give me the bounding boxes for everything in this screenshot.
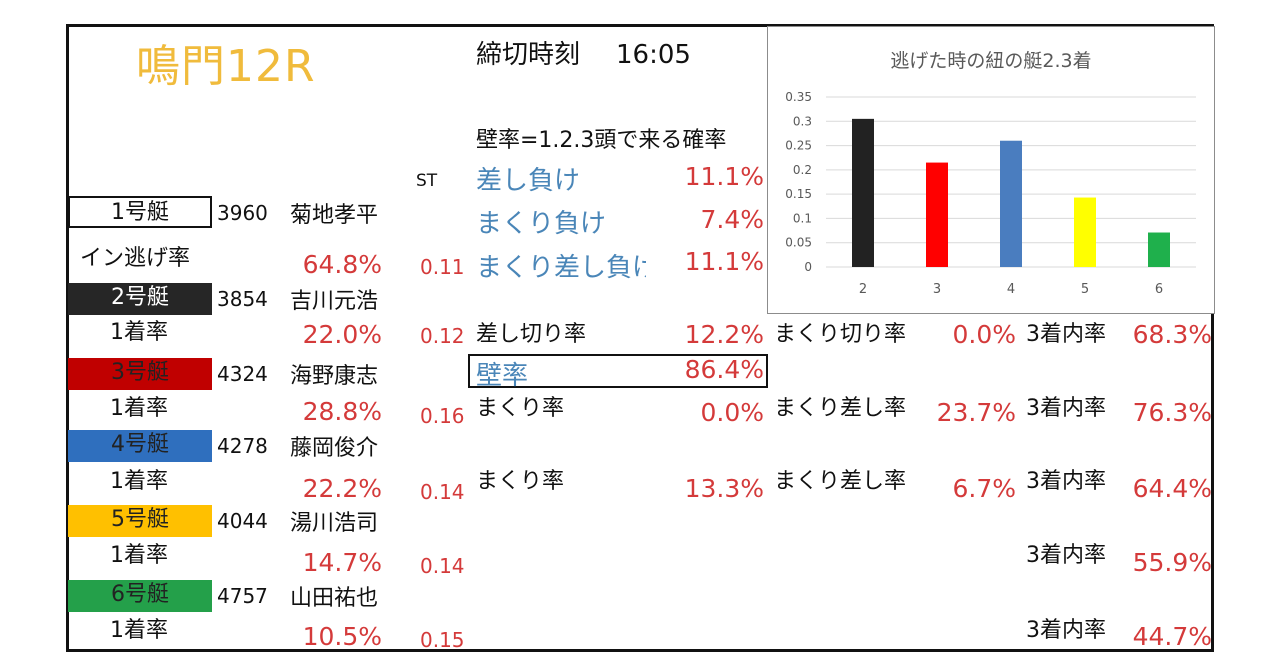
boat-4-c2-label: まくり差し率 [774, 469, 907, 494]
boat-5-c3-label: 3着内率 [1026, 543, 1106, 568]
boat-3-c1-value: 0.0% [700, 398, 764, 427]
boat-2-c2-label: まくり切り率 [774, 322, 907, 347]
boat-6-name: 山田祐也 [290, 586, 379, 611]
boat-4-rate: 22.2% [302, 474, 382, 503]
boat-6-c3-value: 44.7% [1132, 622, 1212, 651]
boat-3-badge: 3号艇 [68, 358, 212, 390]
boat-4-reg: 4278 [217, 434, 268, 458]
boat-6-rate-label: 1着率 [110, 618, 168, 643]
boat-3-c1-label: まくり率 [476, 396, 565, 421]
wall-stat-label: 差し負け [476, 166, 581, 196]
boat-6-rate: 10.5% [302, 622, 382, 651]
boat-2-rate: 22.0% [302, 320, 382, 349]
boat-4-c3-value: 64.4% [1132, 474, 1212, 503]
boat-1-st: 0.11 [420, 255, 465, 279]
chart-title: 逃げた時の紐の艇2.3着 [890, 50, 1091, 72]
st-header: ST [416, 171, 438, 191]
y-tick-label: 0.35 [785, 90, 812, 104]
wall-rate-value: 86.4% [684, 355, 764, 384]
boat-3-reg: 4324 [217, 362, 268, 386]
boat-2-st: 0.12 [420, 324, 465, 348]
boat-1-reg: 3960 [217, 201, 268, 225]
boat-1-badge: 1号艇 [68, 196, 212, 228]
x-tick-label: 5 [1081, 282, 1089, 297]
bar [852, 118, 874, 267]
y-tick-label: 0.15 [785, 187, 812, 201]
x-tick-label: 6 [1155, 282, 1163, 297]
boat-4-c3-label: 3着内率 [1026, 469, 1106, 494]
bar [1148, 232, 1170, 267]
boat-2-name: 吉川元浩 [290, 289, 379, 314]
boat-1-name: 菊地孝平 [290, 203, 379, 228]
boat-2-badge: 2号艇 [68, 283, 212, 315]
boat-5-name: 湯川浩司 [290, 511, 379, 536]
boat-2-c1-value: 12.2% [684, 320, 764, 349]
x-tick-label: 3 [933, 282, 941, 297]
boat-6-st: 0.15 [420, 628, 465, 652]
boat-2-rate-label: 1着率 [110, 320, 168, 345]
deadline-time: 16:05 [616, 40, 691, 70]
boat-5-badge: 5号艇 [68, 505, 212, 537]
sheet-frame [66, 24, 1214, 652]
boat-6-reg: 4757 [217, 584, 268, 608]
wall-stat-label: まくり差し負け [476, 253, 646, 283]
deadline: 締切時刻 16:05 [476, 34, 691, 71]
x-tick-label: 4 [1007, 282, 1015, 297]
bar [1000, 140, 1022, 267]
boat-3-st: 0.16 [420, 404, 465, 428]
y-tick-label: 0.1 [793, 211, 812, 225]
boat-1-rate: 64.8% [302, 250, 382, 279]
bar-chart: 逃げた時の紐の艇2.3着 0 0.05 0.1 0.15 0.2 0.25 0.3 0.35 2 3… [785, 50, 1196, 297]
wall-rate-label: 壁率 [476, 361, 529, 391]
boat-4-c2-value: 6.7% [952, 474, 1016, 503]
wall-stat-value: 11.1% [684, 247, 764, 276]
wall-stat-value: 11.1% [684, 162, 764, 191]
race-title: 鳴門12R [136, 41, 316, 92]
boat-3-c2-value: 23.7% [936, 398, 1016, 427]
boat-4-name: 藤岡俊介 [290, 436, 379, 461]
boat-4-c1-value: 13.3% [684, 474, 764, 503]
boat-4-st: 0.14 [420, 480, 465, 504]
y-tick-label: 0.2 [793, 163, 812, 177]
boat-5-st: 0.14 [420, 554, 465, 578]
boat-4-rate-label: 1着率 [110, 469, 168, 494]
boat-3-name: 海野康志 [290, 364, 379, 389]
wall-stat-value: 7.4% [700, 205, 764, 234]
boat-3-c2-label: まくり差し率 [774, 396, 907, 421]
boat-5-rate-label: 1着率 [110, 543, 168, 568]
boat-1-rate-label: イン逃げ率 [80, 246, 191, 271]
wall-stat-label: まくり負け [476, 209, 607, 239]
y-tick-label: 0 [804, 260, 812, 274]
boat-2-c3-label: 3着内率 [1026, 322, 1106, 347]
boat-2-c2-value: 0.0% [952, 320, 1016, 349]
boat-2-reg: 3854 [217, 287, 268, 311]
boat-4-badge: 4号艇 [68, 430, 212, 462]
boat-3-c3-value: 76.3% [1132, 398, 1212, 427]
bar [1074, 197, 1096, 267]
boat-5-reg: 4044 [217, 509, 268, 533]
boat-6-badge: 6号艇 [68, 580, 212, 612]
boat-2-c1-label: 差し切り率 [476, 322, 587, 347]
y-tick-label: 0.25 [785, 139, 812, 153]
boat-5-rate: 14.7% [302, 548, 382, 577]
y-tick-label: 0.05 [785, 236, 812, 250]
boat-4-c1-label: まくり率 [476, 469, 565, 494]
boat-5-c3-value: 55.9% [1132, 548, 1212, 577]
boat-6-c3-label: 3着内率 [1026, 618, 1106, 643]
x-tick-label: 2 [859, 282, 867, 297]
boat-3-rate-label: 1着率 [110, 396, 168, 421]
boat-3-rate: 28.8% [302, 397, 382, 426]
bar [926, 162, 948, 267]
chart-panel: 逃げた時の紐の艇2.3着 0 0.05 0.1 0.15 0.2 0.25 0.3 0.35 2 3… [767, 26, 1215, 314]
wall-definition: 壁率=1.2.3頭で来る確率 [476, 128, 727, 153]
boat-3-c3-label: 3着内率 [1026, 396, 1106, 421]
y-tick-label: 0.3 [793, 114, 812, 128]
deadline-label: 締切時刻 [476, 40, 581, 70]
boat-2-c3-value: 68.3% [1132, 320, 1212, 349]
wall-rate-box [468, 354, 768, 388]
